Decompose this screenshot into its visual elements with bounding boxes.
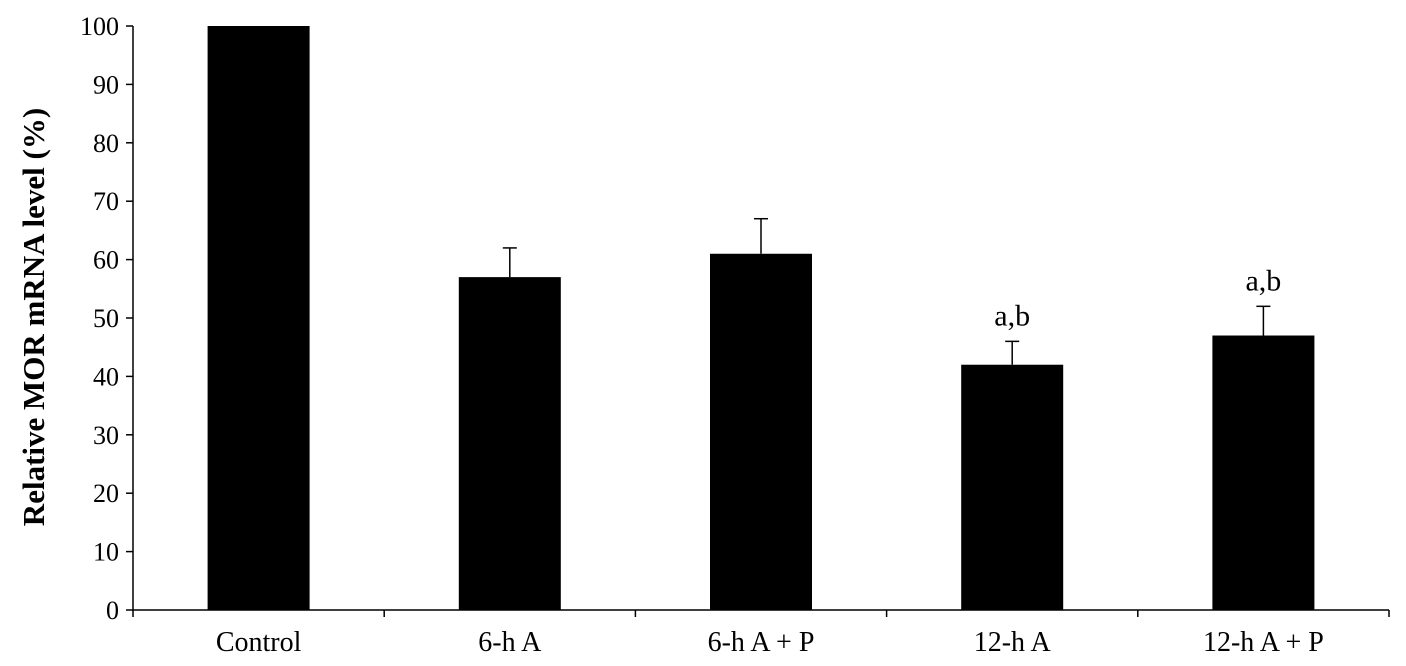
x-category-label: 12-h A (974, 627, 1052, 658)
y-tick-label: 30 (93, 421, 119, 450)
y-tick-label: 50 (93, 304, 119, 333)
bar-2 (710, 253, 812, 610)
x-category-label: 6-h A + P (708, 627, 815, 658)
y-tick-label: 90 (93, 70, 119, 99)
significance-annotation: a,b (994, 299, 1030, 332)
y-tick-label: 70 (93, 187, 119, 216)
y-axis-title: Relative MOR mRNA level (%) (16, 108, 51, 526)
bar-4 (1212, 335, 1315, 610)
significance-annotation: a,b (1245, 264, 1281, 297)
bar-3 (961, 364, 1064, 610)
bar-0 (207, 26, 310, 610)
y-tick-label: 0 (106, 596, 119, 625)
y-tick-label: 80 (93, 129, 119, 158)
x-category-label: 12-h A + P (1203, 627, 1324, 658)
x-category-label: Control (216, 627, 302, 658)
bar-1 (458, 277, 561, 610)
x-category-label: 6-h A (478, 627, 542, 658)
y-tick-label: 20 (93, 479, 119, 508)
y-tick-label: 40 (93, 362, 119, 391)
y-tick-label: 100 (80, 12, 119, 41)
y-tick-label: 10 (93, 538, 119, 567)
y-tick-label: 60 (93, 246, 119, 275)
